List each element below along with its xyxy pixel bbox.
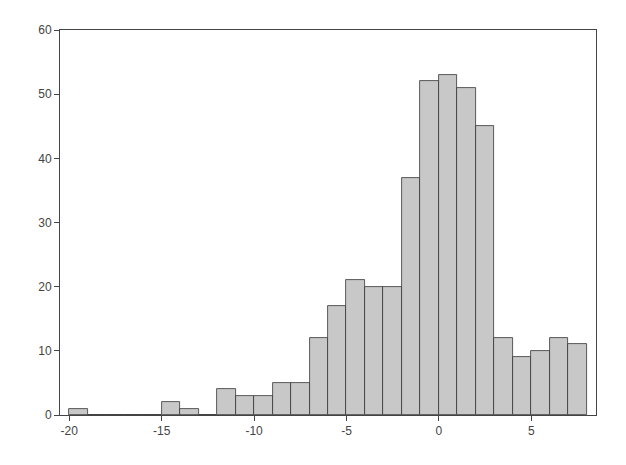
svg-text:-20: -20 (61, 424, 79, 438)
svg-text:0: 0 (436, 424, 443, 438)
svg-text:5: 5 (528, 424, 535, 438)
svg-text:-5: -5 (341, 424, 352, 438)
svg-text:60: 60 (38, 23, 52, 37)
svg-text:-15: -15 (153, 424, 171, 438)
svg-text:40: 40 (38, 152, 52, 166)
svg-text:30: 30 (38, 216, 52, 230)
svg-text:0: 0 (45, 408, 52, 422)
svg-text:50: 50 (38, 87, 52, 101)
svg-text:10: 10 (38, 344, 52, 358)
svg-text:-10: -10 (245, 424, 263, 438)
svg-text:20: 20 (38, 280, 52, 294)
